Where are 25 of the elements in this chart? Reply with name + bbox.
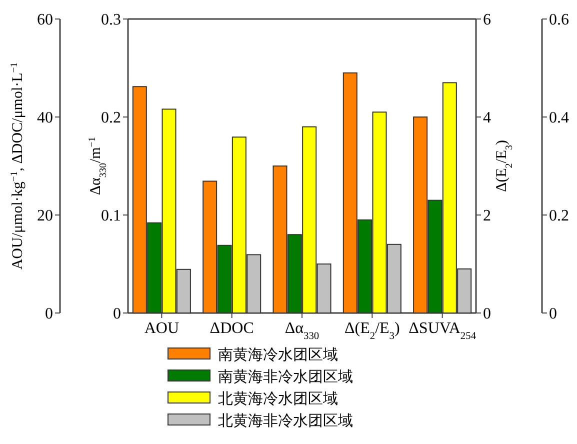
y2-tick-label: 0: [113, 306, 121, 323]
x-tick-label: Δ(E$_{2}$/E$_{3}$): [344, 320, 400, 342]
x-tick-label: Δα$_{330}$: [284, 320, 320, 342]
y-tick-label: 0.4: [549, 110, 569, 127]
y2-tick-label: 0.2: [101, 110, 121, 127]
legend-label: 北黄海非冷水团区域: [218, 412, 353, 430]
legend-label: 南黄海冷水团区域: [218, 346, 338, 364]
y-tick-label: 60: [37, 12, 53, 29]
y-tick-label: 0: [549, 306, 557, 323]
y3-tick-label: 0: [483, 306, 491, 323]
y3-tick-label: 2: [483, 208, 491, 225]
x-tick-label: ΔSUVA$_{254}$: [408, 320, 477, 342]
legend-label: 南黄海非冷水团区域: [218, 368, 353, 386]
y-tick-label: 0.2: [549, 208, 569, 225]
legend-label: 北黄海冷水团区域: [218, 390, 338, 408]
y-tick-label: 40: [37, 110, 53, 127]
x-tick-label: ΔDOC: [210, 320, 254, 337]
y3-tick-label: 4: [483, 110, 491, 127]
y-tick-label: 20: [37, 208, 53, 225]
x-tick-label: AOU: [144, 320, 180, 337]
y-tick-label: 0.6: [549, 12, 569, 29]
y2-tick-label: 0.3: [101, 12, 121, 29]
y-tick-label: 0: [45, 306, 53, 323]
y3-tick-label: 6: [483, 12, 491, 29]
y2-tick-label: 0.1: [101, 208, 121, 225]
